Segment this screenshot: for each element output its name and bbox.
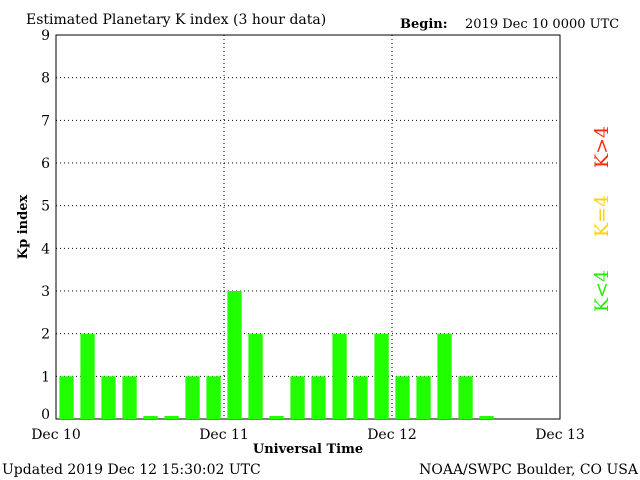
y-tick-labels: 0 1 2 3 4 5 6 7 8 9 [41, 28, 50, 423]
kp-bar [206, 376, 221, 419]
kp-bar [143, 416, 158, 419]
y-tick-label: 4 [41, 241, 50, 257]
x-tick-labels: Dec 10 Dec 11 Dec 12 Dec 13 [31, 427, 585, 443]
y-tick-label: 5 [41, 199, 50, 215]
kp-bar [290, 376, 305, 419]
k-legend: K>4 K=4 K<4 [591, 126, 613, 312]
begin-label: Begin: [400, 17, 448, 32]
x-tick-label: Dec 11 [199, 427, 249, 443]
k-legend-label: K<4 [591, 270, 613, 312]
kp-bar [311, 376, 326, 419]
y-tick-label: 7 [41, 113, 50, 129]
k-legend-label: K=4 [591, 195, 613, 237]
y-tick-label: 1 [41, 369, 50, 385]
chart-title: Estimated Planetary K index (3 hour data… [26, 12, 326, 28]
plot-frame [55, 34, 561, 420]
kp-bar [269, 416, 284, 419]
kp-bar [437, 333, 452, 419]
kp-bar [80, 333, 95, 419]
y-tick-label: 6 [41, 156, 50, 172]
kp-bar [395, 376, 410, 419]
kp-bar [164, 416, 179, 419]
x-tick-label: Dec 13 [535, 427, 585, 443]
grid [56, 34, 560, 419]
y-tick-label: 9 [41, 28, 50, 44]
y-tick-label: 8 [41, 71, 50, 87]
updated-timestamp: Updated 2019 Dec 12 15:30:02 UTC [2, 462, 261, 478]
kp-bar [227, 291, 242, 419]
kp-bar [458, 376, 473, 419]
y-tick-label: 0 [41, 407, 50, 423]
kp-bar [416, 376, 431, 419]
bars [59, 291, 494, 419]
kp-bar [185, 376, 200, 419]
x-tick-label: Dec 12 [367, 427, 417, 443]
kp-bar [122, 376, 137, 419]
kp-bar [479, 416, 494, 419]
kp-bar [374, 333, 389, 419]
kp-bar [332, 333, 347, 419]
x-tick-label: Dec 10 [31, 427, 81, 443]
y-tick-label: 3 [41, 284, 50, 300]
kp-bar [59, 376, 74, 419]
kp-bar [101, 376, 116, 419]
begin-value: 2019 Dec 10 0000 UTC [465, 17, 619, 32]
source-credit: NOAA/SWPC Boulder, CO USA [419, 462, 639, 478]
x-axis-title: Universal Time [253, 442, 363, 457]
kp-bar [248, 333, 263, 419]
k-legend-label: K>4 [591, 126, 613, 168]
kp-bar [353, 376, 368, 419]
y-axis-title: Kp index [16, 195, 31, 260]
y-tick-label: 2 [41, 327, 50, 343]
